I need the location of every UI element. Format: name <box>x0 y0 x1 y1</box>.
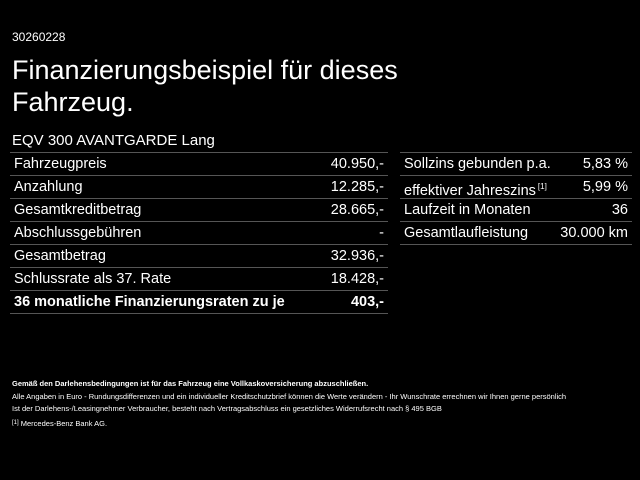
left-table: Fahrzeugpreis 40.950,- Anzahlung 12.285,- Ge… <box>10 152 388 314</box>
row-label: Anzahlung <box>14 176 83 198</box>
row-value: 32.936,- <box>330 248 384 264</box>
footnote-ref: [1] <box>537 182 547 191</box>
row-label-text: Gesamtbetrag <box>14 248 106 264</box>
table-row: effektiver Jahreszins [1] 5,99 % <box>400 176 632 199</box>
code: 30260228 <box>12 30 66 44</box>
row-value: 40.950,- <box>330 156 384 172</box>
footnote-text: Mercedes-Benz Bank AG. <box>20 419 108 428</box>
note: Ist der Darlehens-/Leasingnehmer Verbrau… <box>12 404 442 413</box>
table-row: Anzahlung 12.285,- <box>10 176 388 199</box>
row-label-text: Schlussrate als 37. Rate <box>14 271 172 287</box>
note: Gemäß den Darlehensbedingungen ist für d… <box>12 379 369 388</box>
row-label-text: Anzahlung <box>14 179 83 195</box>
title: Finanzierungsbeispiel für dieses Fahrzeu… <box>12 55 398 117</box>
table-row: Laufzeit in Monaten 36 <box>400 199 632 222</box>
row-label-text: Laufzeit in Monaten <box>404 202 531 218</box>
row-label-text: Abschlussgebühren <box>14 225 142 241</box>
row-label: Gesamtkreditbetrag <box>14 199 141 221</box>
row-label: Laufzeit in Monaten <box>404 199 531 221</box>
model: EQV 300 AVANTGARDE Lang <box>12 132 215 149</box>
row-label-text: Fahrzeugpreis <box>14 156 107 172</box>
row-label-text: Sollzins gebunden p.a. <box>404 156 551 172</box>
note: Alle Angaben in Euro - Rundungsdifferenz… <box>12 392 567 401</box>
row-value: 5,83 % <box>582 156 628 172</box>
table-row: Gesamtlaufleistung 30.000 km <box>400 222 632 245</box>
table-row: Fahrzeugpreis 40.950,- <box>10 153 388 176</box>
row-label-text: effektiver Jahreszins <box>404 183 536 199</box>
row-value: 403,- <box>350 294 384 310</box>
footnote-marker: [1] <box>12 420 19 426</box>
table-row: Sollzins gebunden p.a. 5,83 % <box>400 153 632 176</box>
row-value: 28.665,- <box>330 202 384 218</box>
footnote: [1] Mercedes-Benz Bank AG. <box>12 419 107 428</box>
row-value: 18.428,- <box>330 271 384 287</box>
row-label: Schlussrate als 37. Rate <box>14 268 171 290</box>
row-label-text: 36 monatliche Finanzierungsraten zu je <box>14 294 285 310</box>
table-row: Abschlussgebühren - <box>10 222 388 245</box>
row-label-text: Gesamtkreditbetrag <box>14 202 142 218</box>
row-label-text: Gesamtlaufleistung <box>404 225 529 241</box>
table-row: Gesamtbetrag 32.936,- <box>10 245 388 268</box>
table-row: Gesamtkreditbetrag 28.665,- <box>10 199 388 222</box>
row-label: 36 monatliche Finanzierungsraten zu je <box>14 291 285 313</box>
row-label: Gesamtbetrag <box>14 245 106 267</box>
table-row: 36 monatliche Finanzierungsraten zu je 40… <box>10 291 388 314</box>
row-value: 30.000 km <box>560 225 628 241</box>
row-label: Gesamtlaufleistung <box>404 222 528 244</box>
table-row: Schlussrate als 37. Rate 18.428,- <box>10 268 388 291</box>
row-label: Sollzins gebunden p.a. <box>404 153 551 175</box>
row-label: effektiver Jahreszins [1] <box>404 176 547 199</box>
right-table: Sollzins gebunden p.a. 5,83 % effektiver J… <box>400 152 632 245</box>
row-label: Abschlussgebühren <box>14 222 141 244</box>
row-value: 5,99 % <box>582 179 628 195</box>
row-value: 36 <box>611 202 628 218</box>
row-value: 12.285,- <box>330 179 384 195</box>
row-label: Fahrzeugpreis <box>14 153 107 175</box>
row-value: - <box>379 225 384 241</box>
